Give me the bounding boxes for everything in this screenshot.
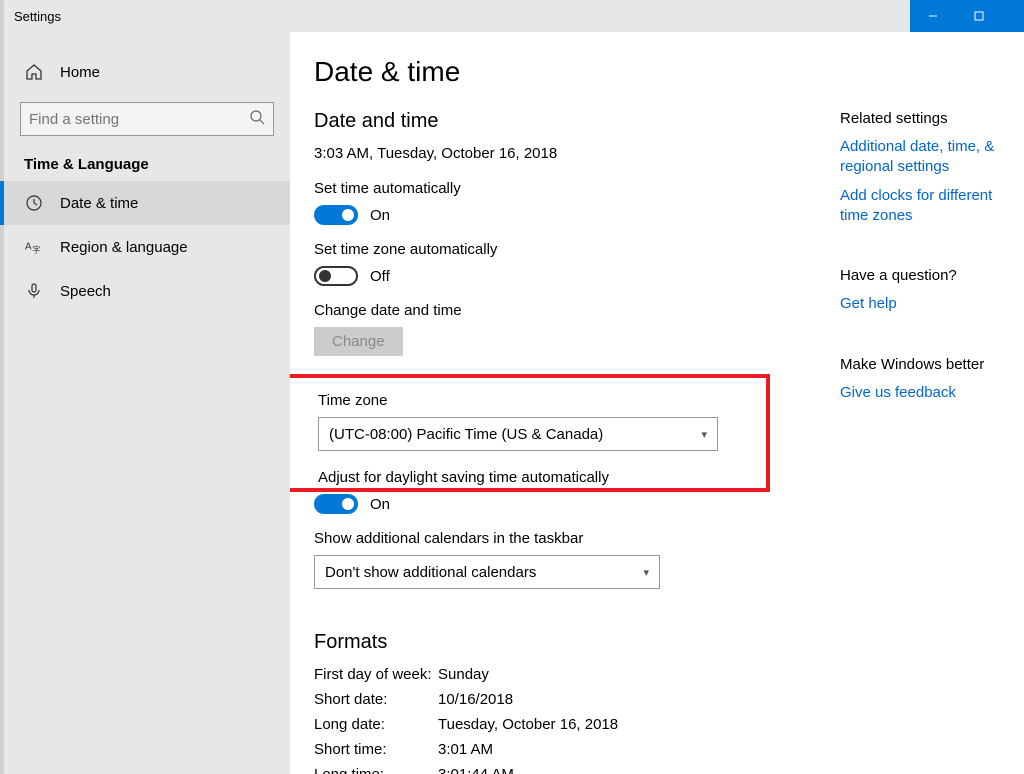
format-value: 3:01 AM (438, 741, 493, 766)
set-time-auto-label: Set time automatically (314, 180, 814, 197)
window-controls (910, 0, 1024, 32)
formats-table: First day of week:Sunday Short date:10/1… (314, 666, 814, 774)
set-tz-auto-label: Set time zone automatically (314, 241, 814, 258)
sidebar-group-title: Time & Language (4, 148, 290, 181)
home-nav[interactable]: Home (4, 50, 290, 94)
set-tz-auto-state: Off (370, 268, 390, 285)
calendars-value: Don't show additional calendars (325, 564, 536, 581)
change-button[interactable]: Change (314, 327, 403, 356)
sidebar-item-date-time[interactable]: Date & time (0, 181, 290, 225)
format-key: Short time: (314, 741, 438, 766)
question-title: Have a question? (840, 267, 1024, 284)
format-row: Long date:Tuesday, October 16, 2018 (314, 716, 814, 741)
svg-text:A: A (25, 242, 32, 253)
format-key: First day of week: (314, 666, 438, 691)
sidebar: Home Time & Language Date & time A字 Regi… (0, 32, 290, 774)
format-row: Short date:10/16/2018 (314, 691, 814, 716)
title-bar: Settings (0, 0, 1024, 32)
related-link-additional[interactable]: Additional date, time, & regional settin… (840, 137, 1024, 176)
set-time-auto-state: On (370, 207, 390, 224)
clock-icon (24, 193, 44, 213)
format-row: Short time:3:01 AM (314, 741, 814, 766)
chevron-down-icon: ▾ (701, 428, 707, 441)
feedback-title: Make Windows better (840, 356, 1024, 373)
timezone-highlight-box: Time zone (UTC-08:00) Pacific Time (US &… (290, 374, 770, 492)
maximize-button[interactable] (956, 0, 1002, 32)
section-date-time-title: Date and time (314, 110, 814, 133)
change-datetime-label: Change date and time (314, 302, 814, 319)
minimize-icon (928, 11, 938, 21)
window-title: Settings (4, 9, 61, 24)
calendars-dropdown[interactable]: Don't show additional calendars ▾ (314, 555, 660, 589)
sidebar-item-speech[interactable]: Speech (4, 269, 290, 313)
main-content: Date & time Date and time 3:03 AM, Tuesd… (290, 32, 1024, 774)
timezone-value: (UTC-08:00) Pacific Time (US & Canada) (329, 426, 603, 443)
settings-column: Date and time 3:03 AM, Tuesday, October … (314, 110, 814, 774)
format-row: Long time:3:01:44 AM (314, 766, 814, 774)
format-value: 3:01:44 AM (438, 766, 514, 774)
sidebar-item-label: Speech (60, 283, 111, 300)
current-datetime: 3:03 AM, Tuesday, October 16, 2018 (314, 145, 814, 162)
maximize-icon (974, 11, 984, 21)
chevron-down-icon: ▾ (643, 566, 649, 579)
dst-label: Adjust for daylight saving time automati… (318, 469, 746, 486)
language-icon: A字 (24, 237, 44, 257)
feedback-link[interactable]: Give us feedback (840, 383, 1024, 403)
sidebar-item-label: Date & time (60, 195, 138, 212)
set-time-auto-toggle[interactable] (314, 205, 358, 225)
format-value: Sunday (438, 666, 489, 691)
microphone-icon (24, 281, 44, 301)
format-row: First day of week:Sunday (314, 666, 814, 691)
home-label: Home (60, 64, 100, 81)
format-key: Long time: (314, 766, 438, 774)
minimize-button[interactable] (910, 0, 956, 32)
sidebar-item-label: Region & language (60, 239, 188, 256)
related-link-clocks[interactable]: Add clocks for different time zones (840, 186, 1024, 225)
get-help-link[interactable]: Get help (840, 294, 1024, 314)
formats-title: Formats (314, 631, 814, 654)
format-value: Tuesday, October 16, 2018 (438, 716, 618, 741)
page-title: Date & time (314, 56, 1024, 88)
format-value: 10/16/2018 (438, 691, 513, 716)
home-icon (24, 62, 44, 82)
dst-toggle[interactable] (314, 494, 358, 514)
timezone-label: Time zone (318, 392, 746, 409)
right-column: Related settings Additional date, time, … (840, 110, 1024, 774)
dst-state: On (370, 496, 390, 513)
format-key: Long date: (314, 716, 438, 741)
sidebar-item-region-language[interactable]: A字 Region & language (4, 225, 290, 269)
timezone-dropdown[interactable]: (UTC-08:00) Pacific Time (US & Canada) ▾ (318, 417, 718, 451)
calendars-label: Show additional calendars in the taskbar (314, 530, 814, 547)
related-settings-title: Related settings (840, 110, 1024, 127)
search-input[interactable] (29, 111, 249, 128)
set-tz-auto-toggle[interactable] (314, 266, 358, 286)
window-edge (1002, 0, 1024, 32)
format-key: Short date: (314, 691, 438, 716)
search-icon (249, 109, 265, 129)
svg-text:字: 字 (32, 244, 40, 254)
search-box[interactable] (20, 102, 274, 136)
